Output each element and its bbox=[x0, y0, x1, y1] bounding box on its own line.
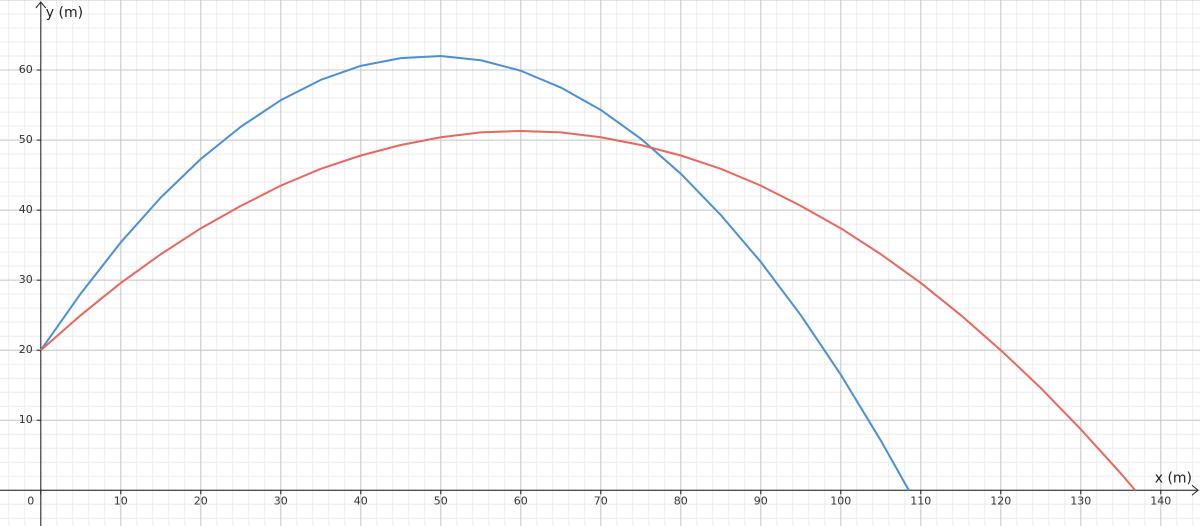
x-tick-label: 20 bbox=[194, 494, 208, 507]
x-tick-label: 10 bbox=[114, 494, 128, 507]
labels: 0 10 20 30 40 50 60 70 80 90 100 110 120 130 140 10 20 30… bbox=[19, 5, 1192, 507]
y-axis-title: y (m) bbox=[46, 5, 83, 21]
x-axis-title: x (m) bbox=[1155, 470, 1192, 486]
trajectory bbox=[39, 55, 910, 491]
x-tick-label: 100 bbox=[830, 494, 851, 507]
x-tick-label: 50 bbox=[434, 494, 448, 507]
x-tick-label: 130 bbox=[1070, 494, 1091, 507]
x-tick-label: 140 bbox=[1150, 494, 1171, 507]
x-tick-label: 120 bbox=[990, 494, 1011, 507]
x-tick-label: 80 bbox=[674, 494, 688, 507]
trajectory bbox=[40, 129, 1136, 491]
y-tick-label: 10 bbox=[19, 413, 33, 426]
x-tick-label: 60 bbox=[514, 494, 528, 507]
y-tick-label: 60 bbox=[19, 63, 33, 76]
x-tick-label: 30 bbox=[274, 494, 288, 507]
x-axis-arrow bbox=[1191, 484, 1199, 496]
y-tick-label: 50 bbox=[19, 133, 33, 146]
y-tick-label: 30 bbox=[19, 273, 33, 286]
y-tick-label: 40 bbox=[19, 203, 33, 216]
x-tick-label: 40 bbox=[354, 494, 368, 507]
curves bbox=[39, 55, 1136, 491]
y-tick-label: 20 bbox=[19, 343, 33, 356]
x-tick-label: 70 bbox=[594, 494, 608, 507]
x-tick-label: 110 bbox=[910, 494, 931, 507]
y-axis-arrow bbox=[35, 1, 47, 9]
x-tick-label: 90 bbox=[754, 494, 768, 507]
x-tick-label: 0 bbox=[27, 494, 34, 507]
